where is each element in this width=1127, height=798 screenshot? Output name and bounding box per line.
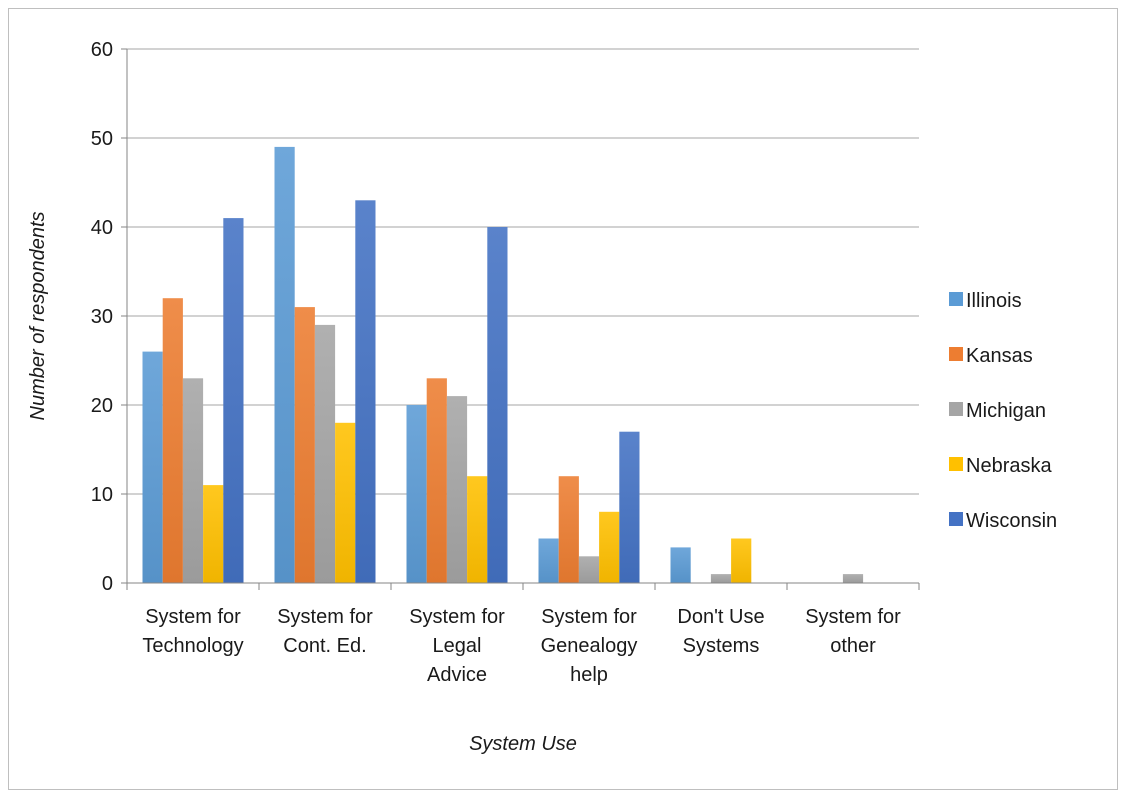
y-tick-label: 20	[91, 395, 113, 417]
bar-illinois-0	[142, 351, 163, 583]
x-tick-label-line: Genealogy	[541, 635, 638, 657]
x-tick-label-line: Technology	[142, 635, 243, 657]
bar-michigan-0	[182, 378, 204, 583]
bar-michigan-1	[314, 324, 336, 583]
bar-nebraska-1	[335, 422, 356, 583]
bar-illinois-2	[406, 405, 427, 583]
legend-label-kansas: Kansas	[966, 345, 1033, 367]
bar-wisconsin-0	[223, 218, 244, 583]
y-tick-labels: 0 10 20 30 40 50 60	[91, 39, 113, 595]
x-tick-label: System for Technology	[142, 606, 243, 657]
x-tick-label-line: other	[830, 635, 876, 657]
x-tick-label-line: Legal	[433, 635, 482, 657]
bar-kansas-2	[426, 378, 447, 583]
bar-nebraska-2	[467, 476, 488, 583]
bar-wisconsin-2	[487, 227, 508, 583]
bar-illinois-1	[274, 146, 295, 583]
x-tick-label: System for Genealogy help	[541, 606, 638, 686]
gridlines	[127, 48, 919, 495]
x-axis-title: System Use	[469, 733, 577, 755]
legend-label-michigan: Michigan	[966, 400, 1046, 422]
bar-kansas-0	[162, 298, 183, 583]
y-axis-title: Number of respondents	[27, 211, 49, 420]
bar-michigan-5	[842, 574, 864, 583]
x-tick-label-line: Systems	[683, 635, 760, 657]
legend-label-nebraska: Nebraska	[966, 455, 1052, 477]
x-tick-label-line: Advice	[427, 664, 487, 686]
y-tick-label: 30	[91, 306, 113, 328]
y-tick-label: 60	[91, 39, 113, 61]
bar-nebraska-3	[599, 511, 620, 583]
y-tick-label: 10	[91, 484, 113, 506]
bar-michigan-4	[710, 574, 732, 583]
axes	[121, 48, 920, 590]
x-tick-label-line: Cont. Ed.	[283, 635, 366, 657]
bars	[142, 146, 864, 584]
legend-label-wisconsin: Wisconsin	[966, 510, 1057, 532]
legend-swatch-kansas	[949, 347, 963, 361]
x-tick-label-line: System for	[145, 606, 241, 628]
y-tick-label: 0	[102, 573, 113, 595]
bar-wisconsin-3	[619, 431, 640, 583]
legend: Illinois Kansas Michigan Nebraska Wisconsin	[949, 290, 1057, 532]
bar-nebraska-4	[731, 538, 752, 583]
bar-kansas-3	[558, 476, 579, 583]
x-tick-label: System for Legal Advice	[409, 606, 505, 686]
bar-michigan-3	[578, 556, 600, 583]
y-tick-label: 40	[91, 217, 113, 239]
x-tick-label: System for other	[805, 606, 901, 657]
x-tick-label-line: help	[570, 664, 608, 686]
x-tick-label-line: System for	[277, 606, 373, 628]
bar-wisconsin-1	[355, 200, 376, 584]
legend-swatch-nebraska	[949, 457, 963, 471]
bar-illinois-3	[538, 538, 559, 583]
x-tick-label-line: Don't Use	[677, 606, 764, 628]
legend-label-illinois: Illinois	[966, 290, 1022, 312]
bar-nebraska-0	[203, 485, 224, 583]
x-tick-label-line: System for	[805, 606, 901, 628]
bar-michigan-2	[446, 396, 468, 583]
legend-swatch-illinois	[949, 292, 963, 306]
x-tick-label: System for Cont. Ed.	[277, 606, 373, 657]
x-tick-label-line: System for	[409, 606, 505, 628]
y-tick-label: 50	[91, 128, 113, 150]
bar-kansas-1	[294, 307, 315, 583]
x-tick-label-line: System for	[541, 606, 637, 628]
legend-swatch-wisconsin	[949, 512, 963, 526]
x-tick-label: Don't Use Systems	[677, 606, 764, 657]
legend-swatch-michigan	[949, 402, 963, 416]
bar-illinois-4	[670, 547, 691, 583]
